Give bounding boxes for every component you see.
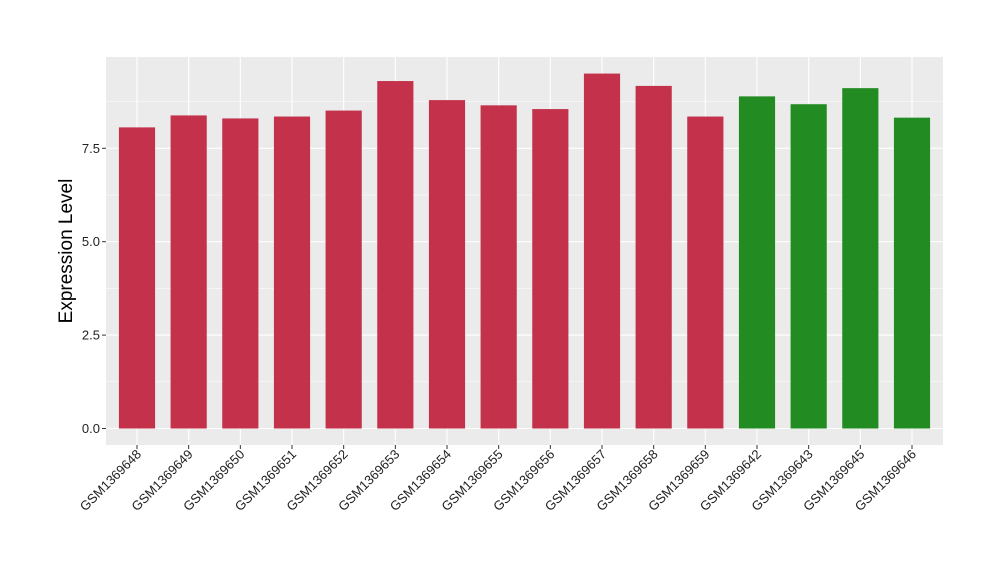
y-tick-label: 0.0	[82, 421, 100, 436]
bar-GSM1369658	[635, 85, 672, 429]
bar-GSM1369648	[118, 127, 156, 429]
bar-GSM1369649	[170, 115, 207, 429]
bar-GSM1369656	[532, 109, 569, 429]
y-tick-label: 7.5	[82, 141, 100, 156]
bar-GSM1369651	[273, 116, 311, 429]
x-axis: GSM1369648GSM1369649GSM1369650GSM1369651…	[77, 445, 919, 514]
bars	[118, 73, 931, 429]
bar-GSM1369643	[790, 104, 827, 429]
y-tick-label: 2.5	[82, 328, 100, 343]
bar-GSM1369657	[583, 73, 621, 429]
bar-GSM1369650	[222, 118, 259, 429]
bar-GSM1369642	[738, 96, 776, 429]
bar-GSM1369655	[480, 105, 517, 429]
y-tick-label: 5.0	[82, 234, 100, 249]
y-axis-title: Expression Level	[56, 179, 77, 324]
bar-GSM1369659	[687, 116, 724, 429]
bar-GSM1369652	[325, 110, 362, 429]
bar-GSM1369646	[893, 117, 931, 429]
bar-GSM1369654	[428, 100, 466, 429]
bar-GSM1369645	[842, 88, 879, 429]
y-axis: 0.0 2.5 5.0 7.5	[82, 141, 106, 436]
bar-GSM1369653	[377, 81, 414, 429]
